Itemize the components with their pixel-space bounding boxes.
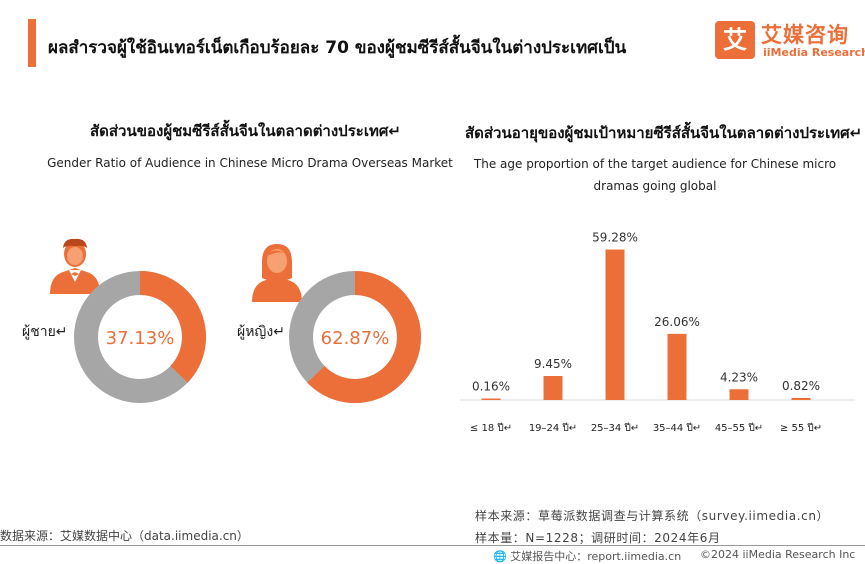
- sample-source: 样本来源：草莓派数据调查与计算系统（survey.iimedia.cn）: [475, 509, 830, 523]
- logo-chinese-text: 艾媒咨询: [761, 23, 849, 47]
- age-chart-title: สัดส่วนอายุของผู้ชมเป้าหมายซีรีส์สั้นจีน…: [465, 124, 863, 142]
- female-percent-label: 62.87%: [321, 328, 390, 349]
- female-category-label: ผู้หญิง↵: [237, 324, 285, 340]
- bar-category-label-2: 25–34 ปี↵: [591, 422, 639, 434]
- age-chart-subtitle-line1: The age proportion of the target audienc…: [473, 157, 837, 171]
- bar-category-label-5: ≥ 55 ปี↵: [780, 422, 822, 434]
- female-donut: 62.87% ผู้หญิง↵: [237, 271, 421, 403]
- bar-1: [543, 376, 563, 400]
- iimedia-logo: 艾 艾媒咨询 iiMedia Research: [715, 19, 865, 63]
- report-center: 🌐 艾媒报告中心：report.iimedia.cn: [493, 548, 681, 564]
- bar-category-label-4: 45–55 ปี↵: [715, 422, 763, 434]
- female-avatar-icon: [252, 244, 302, 302]
- male-donut: 37.13% ผู้ชาย↵: [22, 271, 206, 403]
- female-donut-slice: [307, 271, 421, 403]
- bar-value-label-3: 26.06%: [654, 315, 700, 329]
- male-avatar-icon: [50, 238, 100, 294]
- age-chart-subtitle-line2: dramas going global: [593, 179, 717, 193]
- male-percent-label: 37.13%: [106, 328, 175, 349]
- age-chart-subtitle: The age proportion of the target audienc…: [470, 153, 840, 197]
- bar-2: [605, 249, 625, 400]
- gender-chart-subtitle: Gender Ratio of Audience in Chinese Micr…: [47, 156, 453, 170]
- bar-value-label-0: 0.16%: [472, 380, 510, 394]
- bar-category-label-3: 35–44 ปี↵: [653, 422, 701, 434]
- bar-value-label-2: 59.28%: [592, 231, 638, 245]
- bar-value-label-4: 4.23%: [720, 370, 758, 384]
- bar-4: [729, 389, 749, 400]
- bar-category-label-0: ≤ 18 ปี↵: [470, 422, 512, 434]
- gender-chart-title: สัดส่วนของผู้ชมซีรีส์สั้นจีนในตลาดต่างปร…: [90, 122, 401, 140]
- sample-size: 样本量：N=1228；调研时间：2024年6月: [475, 531, 721, 545]
- logo-mark-icon: 艾: [715, 21, 755, 59]
- male-donut-slice: [139, 271, 206, 383]
- bar-0: [481, 398, 501, 400]
- gender-donut-charts: 37.13% ผู้ชาย↵ 62.87% ผู้หญิง↵: [22, 238, 421, 403]
- copyright: ©2024 iiMedia Research Inc: [700, 548, 856, 561]
- bar-category-label-1: 19–24 ปี↵: [529, 422, 577, 434]
- bar-value-label-1: 9.45%: [534, 357, 572, 371]
- bar-5: [791, 397, 811, 400]
- age-bar-chart: 0.16% ≤ 18 ปี↵ 9.45% 19–24 ปี↵ 59.28% 25–34 ป…: [460, 231, 855, 434]
- footer-divider: [0, 545, 865, 546]
- bar-3: [667, 333, 687, 400]
- data-source-left: 数据来源：艾媒数据中心（data.iimedia.cn）: [0, 529, 249, 543]
- logo-english-text: iiMedia Research: [763, 46, 865, 59]
- title-accent-bar: [28, 19, 36, 67]
- bar-series: 0.16% ≤ 18 ปี↵ 9.45% 19–24 ปี↵ 59.28% 25–34 ป…: [470, 231, 822, 434]
- report-center-text: 艾媒报告中心：report.iimedia.cn: [510, 550, 682, 563]
- page-title: ผลสำรวจผู้ใช้อินเทอร์เน็ตเกือบร้อยละ 70 …: [48, 38, 627, 58]
- bar-value-label-5: 0.82%: [782, 379, 820, 393]
- globe-icon: 🌐: [493, 550, 507, 563]
- male-category-label: ผู้ชาย↵: [22, 324, 68, 340]
